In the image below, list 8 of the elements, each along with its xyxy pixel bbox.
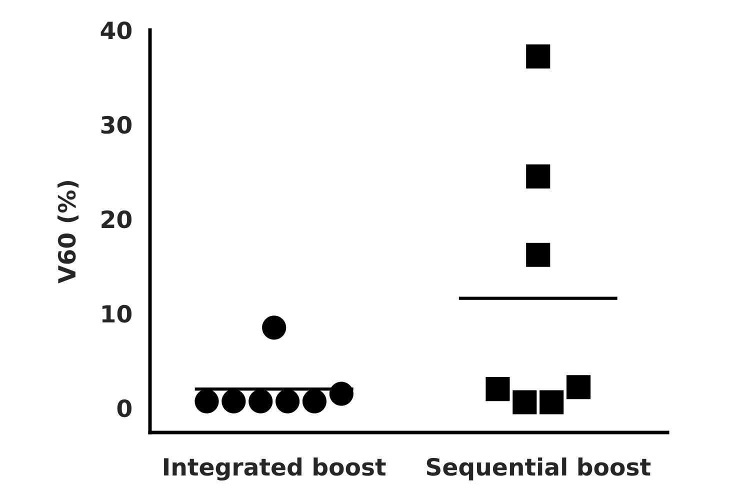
y-tick-label: 20 (102, 210, 132, 228)
y-tick-label: 40 (100, 21, 132, 40)
x-tick-label: Integrated boost (164, 458, 386, 481)
y-tick-label: 10 (102, 304, 132, 323)
y-tick-label: 0 (117, 399, 132, 418)
y-axis-title: V60 (%) (58, 180, 79, 284)
y-tick-label: 30 (101, 116, 132, 134)
x-tick-label: Sequential boost (426, 458, 651, 480)
